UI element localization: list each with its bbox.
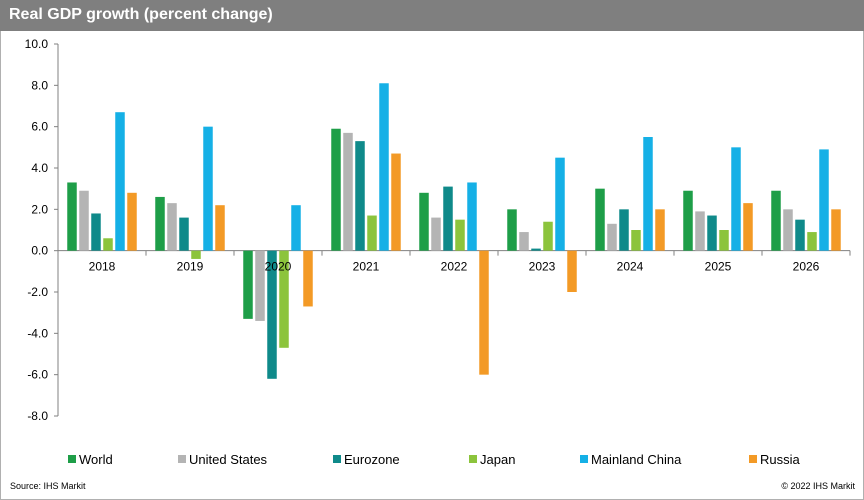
bar [391, 153, 401, 251]
legend-label: World [79, 452, 113, 467]
x-tick-label: 2021 [353, 260, 380, 274]
bar [655, 209, 665, 251]
bar [243, 250, 253, 319]
bar [619, 209, 629, 251]
legend-swatch [580, 455, 588, 463]
legend-label: Eurozone [344, 452, 400, 467]
bar [607, 223, 617, 251]
bar [731, 147, 741, 251]
bar [179, 217, 189, 251]
bar [479, 250, 489, 375]
bar [831, 209, 841, 251]
bar [443, 186, 453, 251]
bar [595, 188, 605, 251]
bar [367, 215, 377, 251]
bar [331, 128, 341, 251]
x-tick-label: 2020 [265, 260, 292, 274]
bar [167, 203, 177, 251]
bar [783, 209, 793, 251]
x-tick-label: 2024 [617, 260, 644, 274]
legend-label: Japan [480, 452, 515, 467]
bar [419, 192, 429, 251]
bar [91, 213, 101, 251]
y-tick-label: -4.0 [27, 326, 48, 340]
legend-swatch [749, 455, 757, 463]
bar [567, 250, 577, 292]
x-tick-label: 2026 [793, 260, 820, 274]
bar [303, 250, 313, 307]
bar [215, 205, 225, 251]
source-note: Source: IHS Markit [10, 481, 86, 491]
y-tick-label: 6.0 [31, 120, 48, 134]
bar [255, 250, 265, 321]
bar [115, 112, 125, 251]
legend-label: Mainland China [591, 452, 682, 467]
bar [519, 232, 529, 251]
legend-swatch [333, 455, 341, 463]
bar [719, 230, 729, 251]
legend-label: Russia [760, 452, 801, 467]
bar [103, 238, 113, 251]
x-tick-label: 2019 [177, 260, 204, 274]
x-tick-label: 2025 [705, 260, 732, 274]
bar [127, 192, 137, 251]
bar [795, 219, 805, 251]
x-tick-label: 2018 [89, 260, 116, 274]
y-tick-label: -2.0 [27, 285, 48, 299]
x-tick-label: 2023 [529, 260, 556, 274]
legend-swatch [178, 455, 186, 463]
bar [807, 232, 817, 251]
bar [455, 219, 465, 251]
bar [707, 215, 717, 251]
bar [819, 149, 829, 251]
bar [631, 230, 641, 251]
bar [743, 203, 753, 251]
x-tick-label: 2022 [441, 260, 468, 274]
legend-swatch [68, 455, 76, 463]
title-bar: Real GDP growth (percent change) [0, 0, 864, 31]
bar [267, 250, 277, 379]
bar [467, 182, 477, 251]
bar [683, 190, 693, 251]
legend-swatch [469, 455, 477, 463]
bar [279, 250, 289, 348]
bar [379, 83, 389, 251]
y-tick-label: 4.0 [31, 161, 48, 175]
bar [291, 205, 301, 251]
copyright-note: © 2022 IHS Markit [781, 481, 855, 491]
bar [507, 209, 517, 251]
bar [531, 248, 541, 251]
chart-title: Real GDP growth (percent change) [9, 6, 273, 23]
y-tick-label: 8.0 [31, 78, 48, 92]
bar [355, 141, 365, 251]
y-tick-label: -6.0 [27, 368, 48, 382]
bar [431, 217, 441, 251]
bar [695, 211, 705, 251]
y-tick-label: 10.0 [25, 37, 49, 51]
y-tick-label: -8.0 [27, 409, 48, 423]
bar [155, 196, 165, 251]
y-tick-label: 2.0 [31, 202, 48, 216]
bar [771, 190, 781, 251]
y-tick-label: 0.0 [31, 244, 48, 258]
bar [67, 182, 77, 251]
bar [643, 137, 653, 251]
bar [343, 132, 353, 251]
legend-label: United States [189, 452, 268, 467]
bar [555, 157, 565, 251]
bar [543, 221, 553, 251]
bar [203, 126, 213, 251]
bar [79, 190, 89, 251]
bar [191, 250, 201, 259]
